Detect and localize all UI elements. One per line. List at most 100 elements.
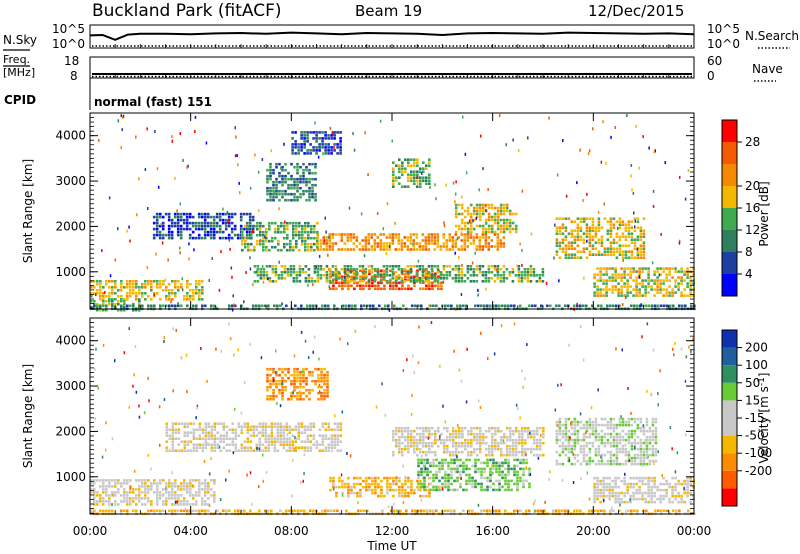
heatmap-cell <box>437 429 440 433</box>
heatmap-cell <box>301 242 304 246</box>
heatmap-cell <box>277 277 281 280</box>
heatmap-cell <box>203 230 207 234</box>
heatmap-cell <box>474 485 477 489</box>
heatmap-cell <box>198 283 201 286</box>
heatmap-cell <box>478 206 482 210</box>
heatmap-cell <box>422 176 425 179</box>
heatmap-cell <box>392 479 395 483</box>
heatmap-cell <box>448 271 452 274</box>
heatmap-cell <box>400 271 404 274</box>
heatmap-cell <box>450 482 453 486</box>
heatmap-cell <box>195 292 198 295</box>
heatmap-cell <box>621 423 625 427</box>
heatmap-cell <box>490 203 494 207</box>
heatmap-cell <box>489 467 492 471</box>
heatmap-cell <box>659 288 662 291</box>
heatmap-cell <box>608 288 611 291</box>
heatmap-cell <box>624 423 628 427</box>
heatmap-cell <box>588 149 591 153</box>
heatmap-cell <box>671 500 674 504</box>
heatmap-cell <box>189 485 192 488</box>
heatmap-cell <box>627 438 631 442</box>
heatmap-cell <box>448 239 452 242</box>
heatmap-cell <box>465 467 468 471</box>
heatmap-cell <box>320 394 323 398</box>
heatmap-cell <box>512 444 515 448</box>
heatmap-cell <box>407 176 410 179</box>
heatmap-cell <box>576 232 580 235</box>
heatmap-cell <box>594 438 598 442</box>
heatmap-cell <box>454 233 458 236</box>
heatmap-cell <box>208 279 210 282</box>
heatmap-cell <box>630 238 634 241</box>
heatmap-cell <box>434 278 437 282</box>
heatmap-cell <box>647 267 650 270</box>
heatmap-cell <box>253 265 257 268</box>
heatmap-cell <box>635 497 638 501</box>
heatmap-cell <box>471 485 474 489</box>
heatmap-cell <box>570 426 574 430</box>
heatmap-cell <box>498 461 501 465</box>
heatmap-cell <box>460 233 464 236</box>
heatmap-cell <box>171 304 174 308</box>
heatmap-cell <box>430 233 434 236</box>
heatmap-cell <box>445 239 449 242</box>
heatmap-cell <box>323 239 326 243</box>
heatmap-cell <box>407 491 410 495</box>
heatmap-cell <box>561 462 565 466</box>
heatmap-cell <box>334 274 338 277</box>
heatmap-cell <box>445 271 449 274</box>
heatmap-cell <box>176 215 180 219</box>
heatmap-cell <box>281 174 284 178</box>
heatmap-cell <box>225 425 229 428</box>
heatmap-cell <box>579 462 583 466</box>
heatmap-cell <box>96 491 99 494</box>
heatmap-cell <box>428 426 431 430</box>
heatmap-cell <box>209 230 213 234</box>
heatmap-cell <box>255 434 259 437</box>
heatmap-cell <box>276 425 280 428</box>
heatmap-cell <box>336 425 340 428</box>
heatmap-cell <box>90 488 93 491</box>
heatmap-cell <box>360 212 363 216</box>
heatmap-cell <box>388 242 392 245</box>
heatmap-cell <box>132 283 135 286</box>
heatmap-cell <box>269 165 272 169</box>
heatmap-cell <box>320 373 323 377</box>
heatmap-cell <box>415 280 419 283</box>
heatmap-cell <box>623 476 626 480</box>
heatmap-cell <box>144 479 147 482</box>
heatmap-cell <box>627 223 631 226</box>
heatmap-cell <box>304 221 307 225</box>
heatmap-cell <box>523 268 527 271</box>
heatmap-cell <box>114 258 117 262</box>
heatmap-cell <box>335 491 338 495</box>
heatmap-cell <box>129 304 132 308</box>
heatmap-cell <box>302 376 305 380</box>
heatmap-cell <box>321 434 325 437</box>
heatmap-cell <box>401 447 404 451</box>
heatmap-cell <box>447 482 450 486</box>
heatmap-cell <box>274 245 277 249</box>
heatmap-cell <box>615 432 619 436</box>
heatmap-cell <box>246 425 250 428</box>
heatmap-cell <box>518 432 521 436</box>
heatmap-cell <box>529 280 533 283</box>
heatmap-cell <box>570 420 574 424</box>
heatmap-cell <box>621 429 625 433</box>
heatmap-cell <box>310 236 313 240</box>
heatmap-cell <box>505 218 509 222</box>
heatmap-cell <box>295 274 299 277</box>
heatmap-cell <box>111 299 114 303</box>
heatmap-cell <box>404 158 407 161</box>
heatmap-cell <box>275 385 278 389</box>
heatmap-cell <box>642 217 646 220</box>
heatmap-cell <box>315 137 318 140</box>
heatmap-cell <box>641 497 644 501</box>
heatmap-cell <box>591 229 595 232</box>
heatmap-cell <box>198 494 201 497</box>
heatmap-cell <box>597 238 601 241</box>
heatmap-cell <box>516 264 518 268</box>
heatmap-cell <box>283 271 287 274</box>
heatmap-cell <box>576 441 580 445</box>
